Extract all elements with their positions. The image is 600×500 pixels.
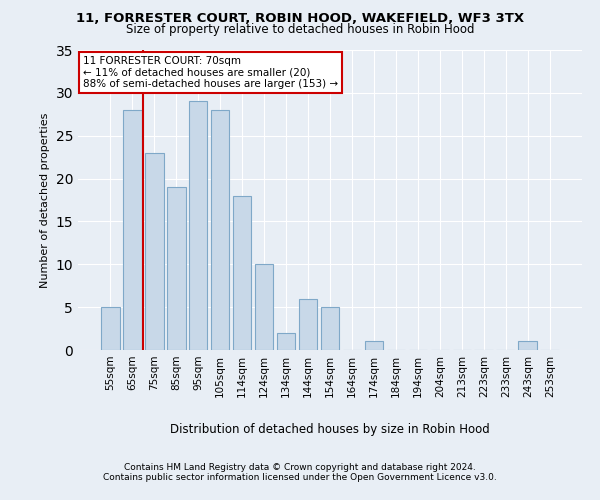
Bar bbox=[277, 333, 295, 350]
Bar bbox=[299, 298, 317, 350]
Bar bbox=[320, 307, 340, 350]
Bar bbox=[101, 307, 119, 350]
Bar bbox=[518, 342, 537, 350]
Bar bbox=[211, 110, 229, 350]
Bar bbox=[233, 196, 251, 350]
Y-axis label: Number of detached properties: Number of detached properties bbox=[40, 112, 50, 288]
Text: Distribution of detached houses by size in Robin Hood: Distribution of detached houses by size … bbox=[170, 422, 490, 436]
Text: Contains HM Land Registry data © Crown copyright and database right 2024.: Contains HM Land Registry data © Crown c… bbox=[124, 462, 476, 471]
Bar bbox=[255, 264, 274, 350]
Text: Contains public sector information licensed under the Open Government Licence v3: Contains public sector information licen… bbox=[103, 472, 497, 482]
Bar bbox=[123, 110, 142, 350]
Text: 11, FORRESTER COURT, ROBIN HOOD, WAKEFIELD, WF3 3TX: 11, FORRESTER COURT, ROBIN HOOD, WAKEFIE… bbox=[76, 12, 524, 26]
Bar bbox=[145, 153, 164, 350]
Bar bbox=[365, 342, 383, 350]
Text: 11 FORRESTER COURT: 70sqm
← 11% of detached houses are smaller (20)
88% of semi-: 11 FORRESTER COURT: 70sqm ← 11% of detac… bbox=[83, 56, 338, 89]
Bar bbox=[189, 102, 208, 350]
Text: Size of property relative to detached houses in Robin Hood: Size of property relative to detached ho… bbox=[126, 22, 474, 36]
Bar bbox=[167, 187, 185, 350]
